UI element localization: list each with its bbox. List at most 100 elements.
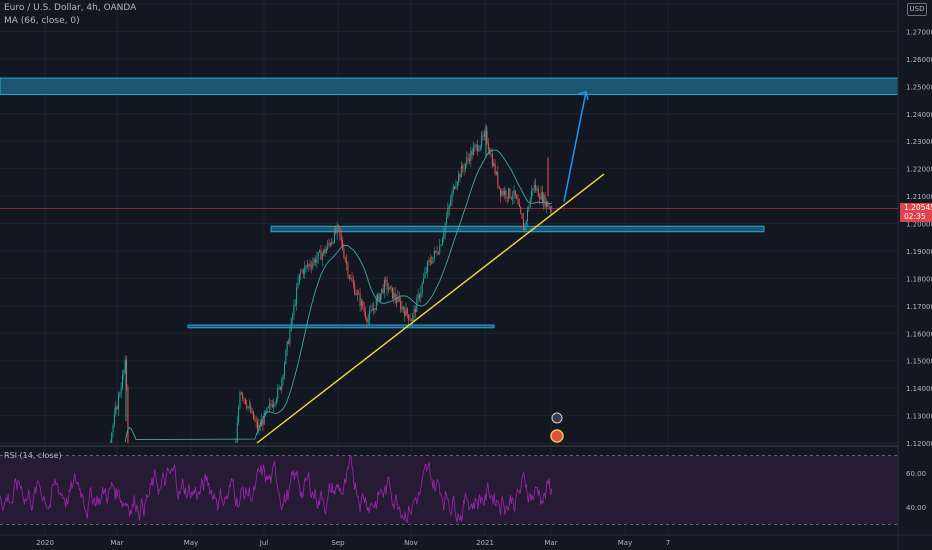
candle-body [325,248,327,254]
symbol-legend[interactable]: Euro / U.S. Dollar, 4h, OANDA [4,3,137,13]
candle-body [315,259,317,263]
candle-body [306,265,308,267]
candle-body [412,314,414,322]
candle-body [338,225,339,227]
candle-body [444,223,446,233]
zones[interactable] [0,77,899,329]
candle-body [397,296,399,303]
candle-body [502,191,504,195]
candle-body [246,403,248,408]
last-price-tag: 1.20545 02:35 [900,203,932,222]
candle-body [288,341,290,344]
candle-body [122,374,123,389]
candle-body [251,411,253,413]
ma-legend[interactable]: MA (66, close, 0) [4,16,80,26]
candle-body [402,306,404,311]
candle-body [497,172,499,186]
candle-body [446,217,447,224]
price-tick-label: 1.18000 [906,275,932,283]
candle-body [406,308,408,315]
candle-body [383,279,385,293]
candle-body [500,188,501,196]
rsi-tick-label: 60.00 [906,470,926,478]
rsi-tick-label: 40.00 [906,504,926,512]
candle-body [539,196,541,200]
candle-body [294,304,296,306]
candle-body [378,294,380,302]
candle-body [289,330,291,344]
candle-body [479,145,481,150]
candle-body [548,206,550,208]
candle-body [408,314,410,320]
candle-body [243,397,245,400]
candle-body [398,296,400,301]
candle-body [300,271,302,274]
candle-body [293,304,295,316]
annotations[interactable] [256,90,605,444]
candle-body [435,250,437,252]
candle-body [262,420,264,425]
candle-body [514,190,516,196]
candle-body [505,190,507,197]
candle-body [267,406,269,408]
candle-body [396,299,398,303]
candle-body [466,157,468,164]
candle-body [425,271,427,273]
candle-body [344,257,346,261]
candle-body [520,207,522,214]
candle-body [414,308,416,313]
candle-body [311,266,312,268]
candle-body [405,308,407,317]
candle-body [126,359,128,388]
price-tick-label: 1.23000 [906,138,932,146]
candle-body [343,249,345,258]
time-tick-label: Mar [544,539,557,547]
price-tick-label: 1.14000 [906,385,932,393]
time-tick-label: 2020 [36,539,54,547]
candle-body [255,420,257,422]
candle-body [419,294,420,298]
support-zone-lower [187,324,495,329]
candle-body [124,359,126,371]
candle-body [285,350,287,364]
candle-body [254,419,256,421]
candle-body [123,370,125,375]
candle-body [545,201,547,208]
candle-body [448,205,450,209]
candle-body [342,240,344,250]
candle-body [458,173,460,183]
candle-body [120,388,122,394]
candle-body [549,207,551,211]
candle-body [460,165,462,178]
currency-badge[interactable]: USD [907,3,927,16]
candle-body [355,294,357,296]
candle-body [454,186,456,189]
candle-body [373,308,375,311]
candle-body [317,252,319,259]
price-tick-label: 1.12000 [906,440,932,448]
candle-body [305,265,307,267]
candle-body [551,210,553,212]
candle-body [423,278,425,284]
candle-body [238,407,240,423]
candle-body [487,143,489,150]
rsi-legend[interactable]: RSI (14, close) [4,451,62,460]
candle-body [371,310,373,311]
candle-body [320,250,322,260]
candle-body [547,201,549,207]
candle-body [319,250,321,253]
candle-body [417,294,419,298]
candle-body [386,280,388,290]
candle-body [351,278,353,282]
candle-body [531,190,533,199]
candle-body [464,163,466,170]
candle-body [328,243,330,245]
time-tick-label: 7 [666,539,670,547]
candle-body [494,163,496,175]
candle-body [389,286,391,290]
candle-body [244,399,246,404]
candle-body [498,185,500,189]
candle-body [467,157,469,159]
candle-body [478,149,480,152]
